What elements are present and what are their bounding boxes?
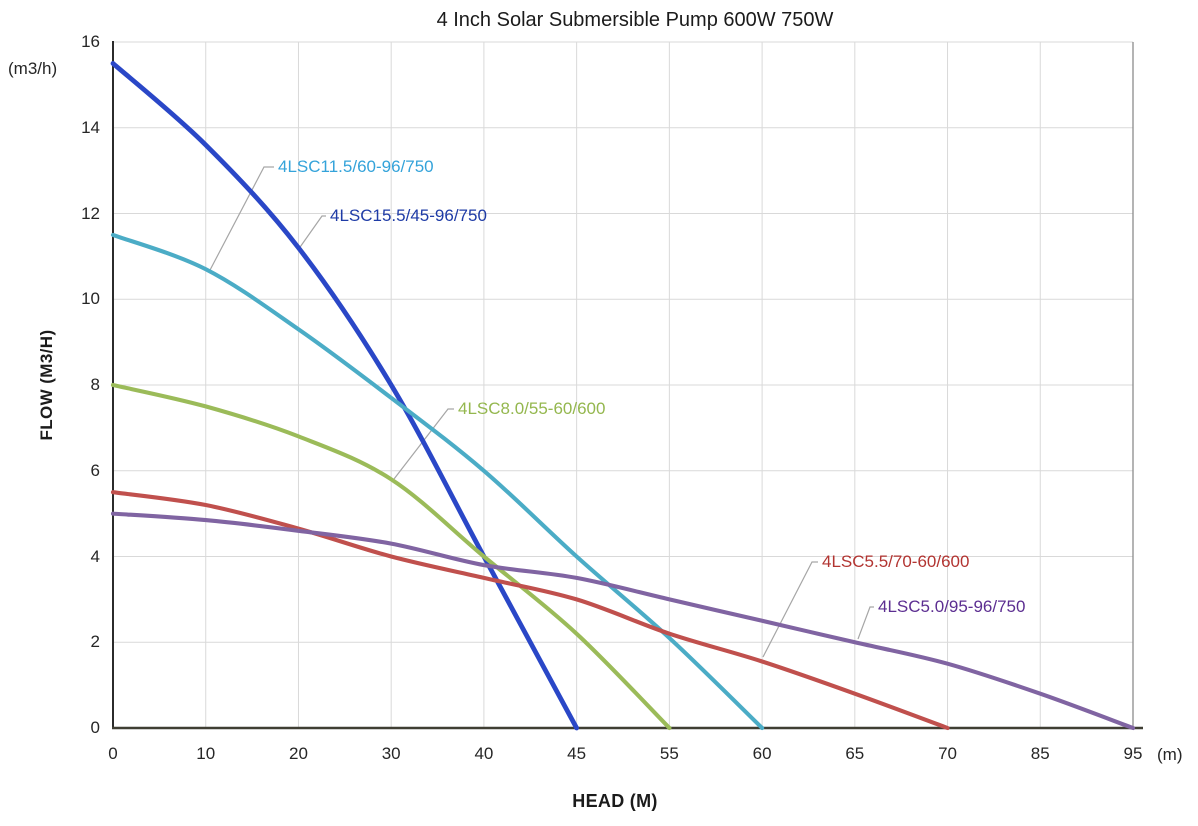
pump-curve-4LSC5.0/95-96/750 <box>110 511 1136 731</box>
x-tick-label: 95 <box>1123 744 1143 763</box>
series-label-4LSC5.0: 4LSC5.0/95-96/750 <box>878 597 1026 616</box>
pump-curve-4LSC11.5/60-96/750 <box>110 232 765 731</box>
pump-curve-4LSC8.0/55-60/600 <box>110 382 672 731</box>
x-tick-label: 55 <box>659 744 679 763</box>
x-tick-label: 40 <box>474 744 494 763</box>
x-tick-label: 60 <box>752 744 772 763</box>
x-axis-unit-label: (m) <box>1157 745 1183 764</box>
pump-curve-4LSC5.5/70-60/600 <box>110 490 950 731</box>
label-leader-line <box>393 408 454 480</box>
x-tick-label: 70 <box>938 744 957 763</box>
y-tick-label: 4 <box>90 546 100 566</box>
series-label-4LSC11.5: 4LSC11.5/60-96/750 <box>278 157 434 176</box>
x-tick-label: 10 <box>196 744 216 763</box>
y-tick-label: 8 <box>90 375 100 394</box>
y-tick-label: 2 <box>90 632 100 652</box>
y-tick-label: 10 <box>81 289 100 309</box>
series-label-4LSC5.5: 4LSC5.5/70-60/600 <box>822 552 970 571</box>
y-tick-label: 14 <box>81 117 100 137</box>
x-tick-label: 45 <box>567 744 587 763</box>
y-tick-label: 0 <box>90 718 100 737</box>
x-tick-label: 65 <box>845 744 865 763</box>
label-leader-line <box>297 215 326 251</box>
x-tick-label: 20 <box>288 744 308 763</box>
x-tick-label: 85 <box>1030 744 1050 763</box>
series-label-4LSC8.0: 4LSC8.0/55-60/600 <box>458 399 606 418</box>
series-label-4LSC15.5: 4LSC15.5/45-96/750 <box>330 206 487 225</box>
chart-title: 4 Inch Solar Submersible Pump 600W 750W <box>436 9 834 31</box>
y-tick-label: 6 <box>90 460 100 480</box>
y-tick-label: 12 <box>81 203 100 223</box>
x-axis-title: HEAD (M) <box>572 791 658 811</box>
x-tick-label: 0 <box>108 744 118 763</box>
y-tick-label: 16 <box>81 32 100 51</box>
y-axis-unit-label: (m3/h) <box>8 59 58 78</box>
pump-curve-4LSC15.5/45-96/750 <box>110 61 579 731</box>
x-tick-label: 30 <box>381 744 401 763</box>
label-leader-line <box>208 166 274 273</box>
label-leader-line <box>857 606 874 640</box>
